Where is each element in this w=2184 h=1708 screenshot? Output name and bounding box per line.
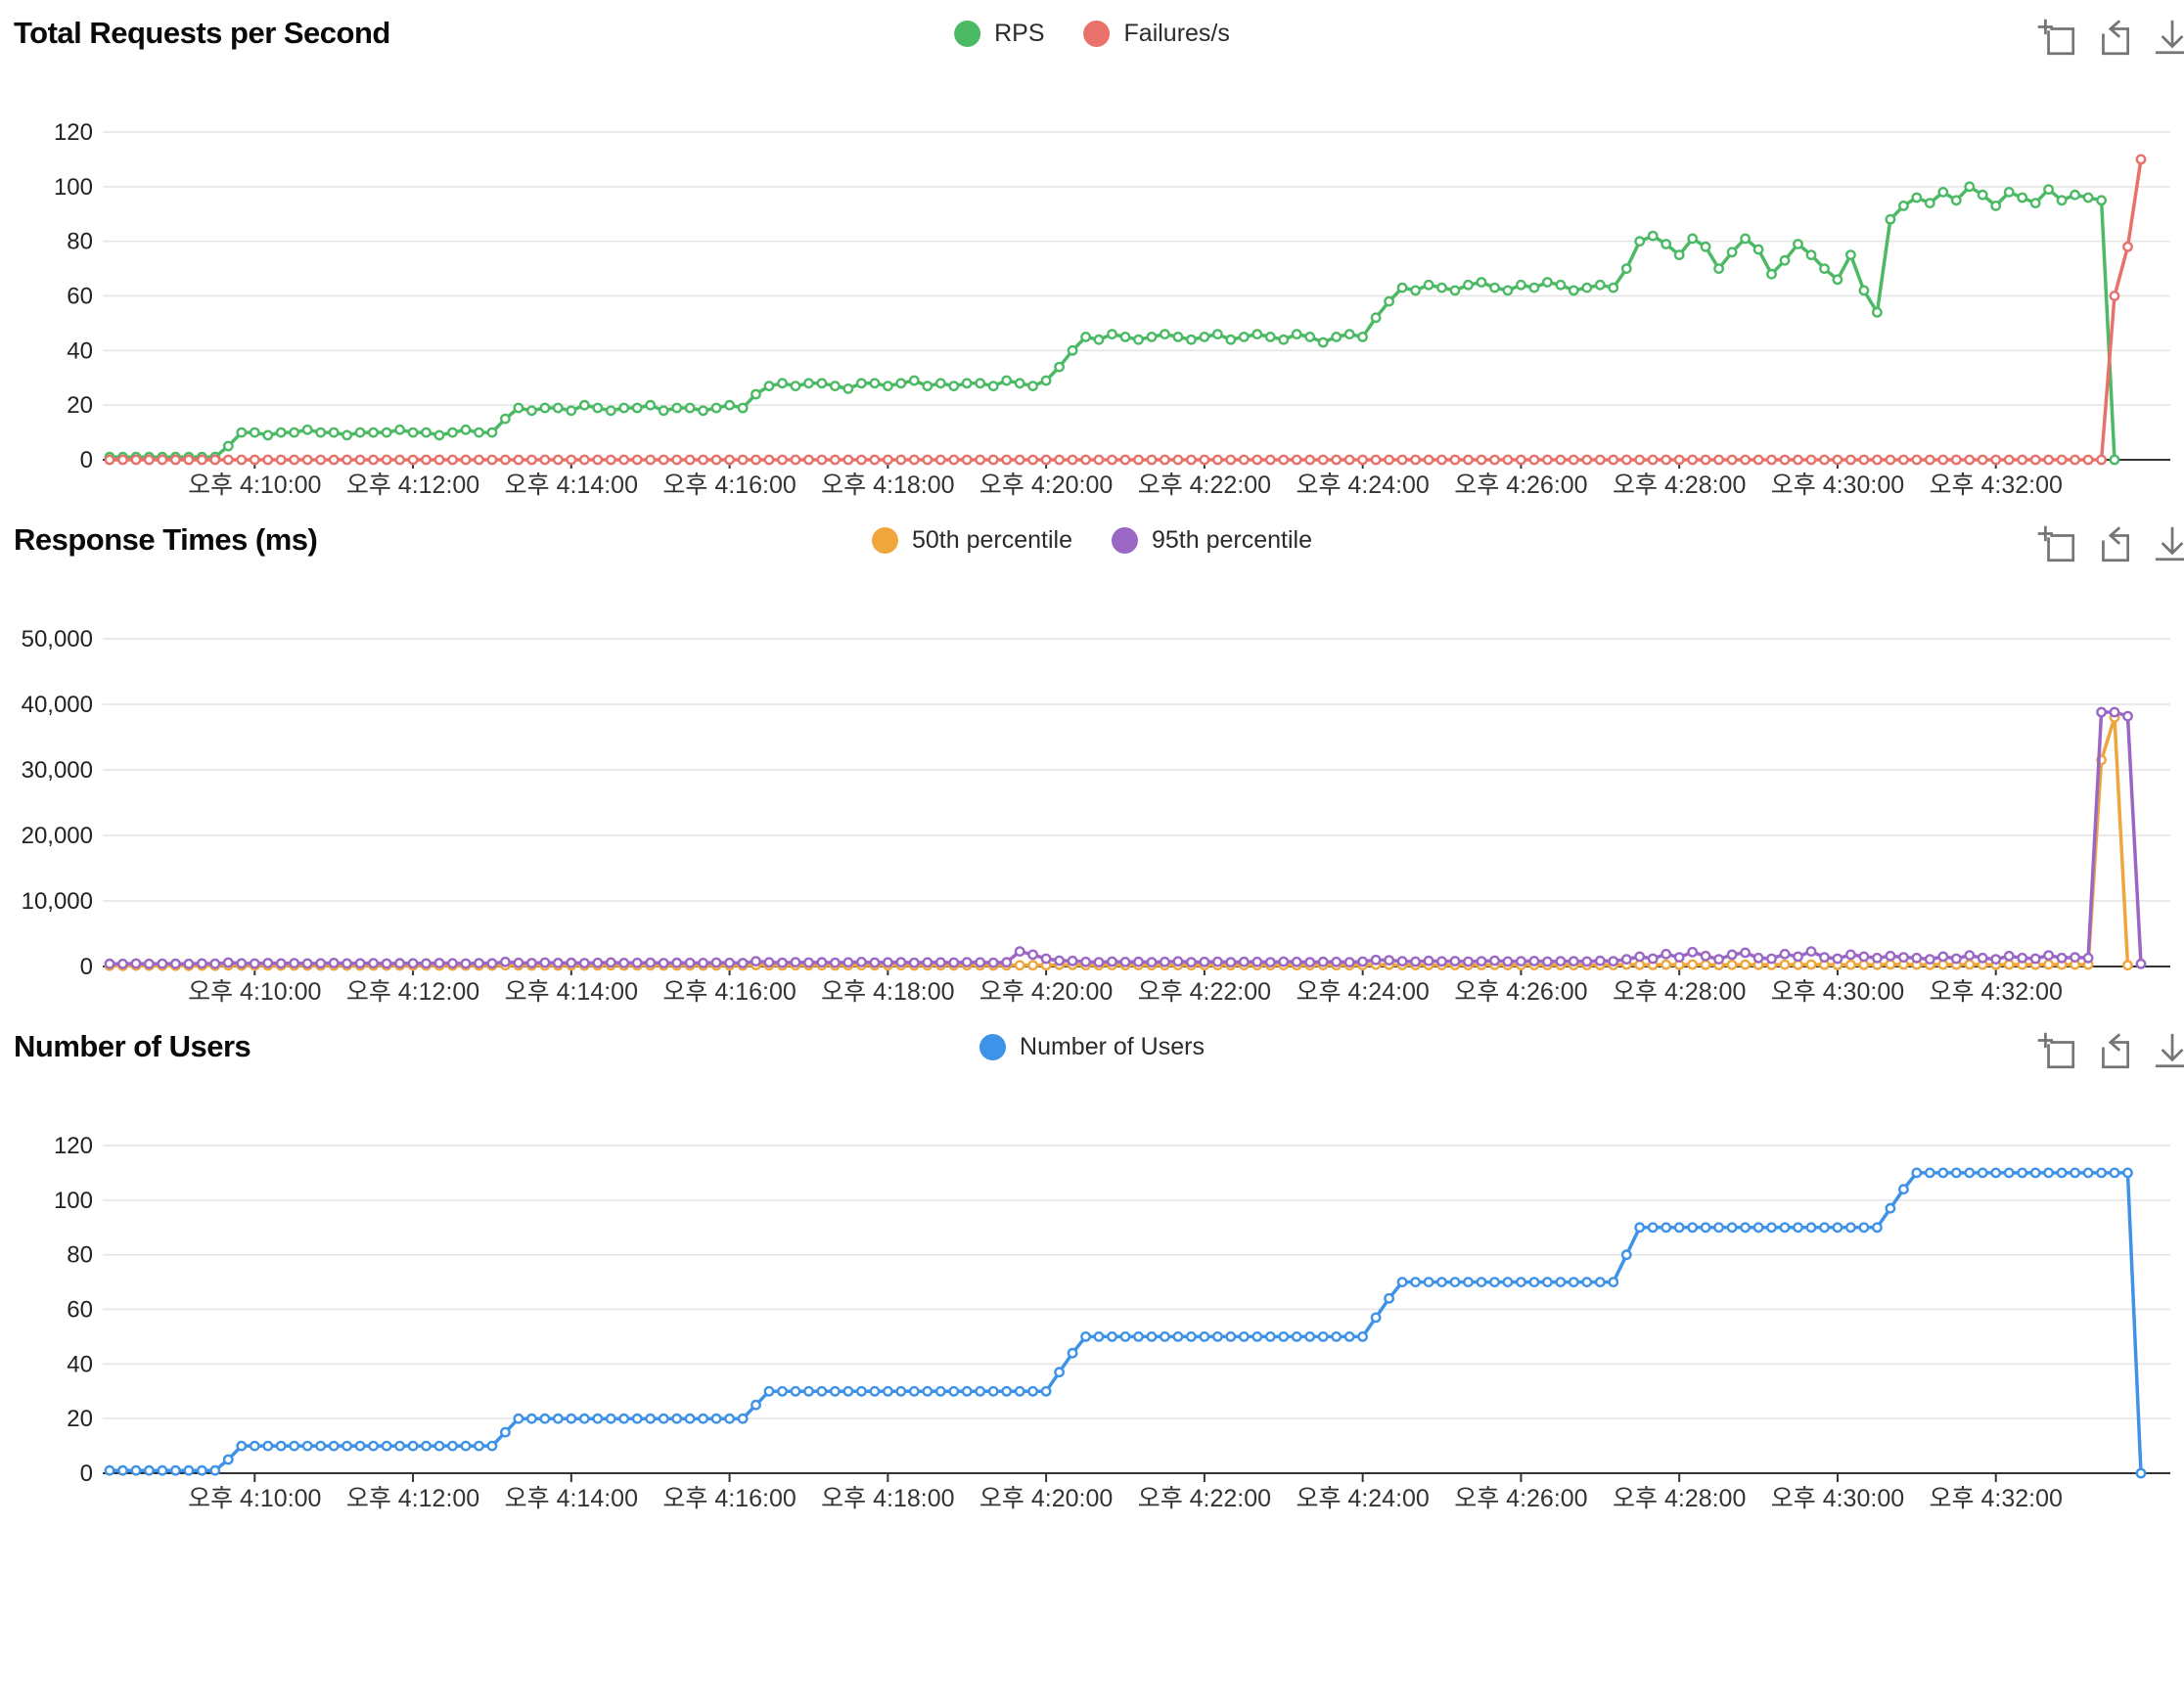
svg-text:오후 4:20:00: 오후 4:20:00 — [979, 1485, 1113, 1512]
svg-text:오후 4:28:00: 오후 4:28:00 — [1613, 472, 1746, 499]
legend-dot-number-of-users — [979, 1034, 1007, 1060]
svg-text:60: 60 — [67, 284, 93, 310]
chart-toolbox-number-of-users — [2037, 1031, 2184, 1072]
svg-text:40: 40 — [67, 337, 93, 364]
svg-text:오후 4:22:00: 오후 4:22:00 — [1138, 1485, 1271, 1512]
svg-text:오후 4:32:00: 오후 4:32:00 — [1930, 1485, 2063, 1512]
svg-text:80: 80 — [67, 1242, 93, 1269]
svg-text:오후 4:16:00: 오후 4:16:00 — [662, 978, 796, 1006]
svg-text:오후 4:18:00: 오후 4:18:00 — [821, 472, 954, 499]
restore-icon[interactable] — [2094, 524, 2135, 565]
legend-dot-failures-s — [1083, 21, 1111, 47]
legend-label-failures-s: Failures/s — [1123, 20, 1230, 47]
svg-text:오후 4:30:00: 오후 4:30:00 — [1771, 472, 1904, 499]
svg-text:0: 0 — [80, 1461, 93, 1487]
svg-text:오후 4:32:00: 오후 4:32:00 — [1930, 472, 2063, 499]
zoom-select-icon[interactable] — [2037, 1031, 2078, 1072]
chart-legend-response-times: 50th percentile 95th percentile — [871, 526, 1312, 555]
svg-text:오후 4:28:00: 오후 4:28:00 — [1613, 1485, 1746, 1512]
svg-text:오후 4:10:00: 오후 4:10:00 — [188, 978, 321, 1006]
chart-block-number-of-users: Number of Users Number of Users 0 20 40 60 8… — [0, 1013, 2184, 1520]
chart-header: Response Times (ms) 50th percentile 95th … — [0, 518, 2184, 573]
legend-item-95th-percentile[interactable]: 95th percentile — [1112, 526, 1312, 555]
svg-text:60: 60 — [67, 1297, 93, 1324]
response-times-chart-canvas[interactable]: 0 10,000 20,000 30,000 40,000 50,000 오후 4:10:0… — [0, 573, 2184, 1013]
svg-text:오후 4:26:00: 오후 4:26:00 — [1454, 978, 1587, 1006]
svg-text:오후 4:24:00: 오후 4:24:00 — [1296, 1485, 1429, 1512]
legend-item-rps[interactable]: RPS — [954, 20, 1045, 48]
save-image-icon[interactable] — [2151, 18, 2184, 59]
legend-dot-95th-percentile — [1112, 527, 1138, 554]
svg-text:오후 4:20:00: 오후 4:20:00 — [979, 472, 1113, 499]
svg-text:30,000: 30,000 — [22, 757, 93, 784]
chart-title-number-of-users: Number of Users — [14, 1029, 251, 1063]
chart-header: Total Requests per Second RPS Failures/s — [0, 12, 2184, 67]
legend-dot-50th-percentile — [871, 527, 898, 554]
svg-text:120: 120 — [54, 1133, 93, 1159]
svg-text:오후 4:10:00: 오후 4:10:00 — [188, 1485, 321, 1512]
svg-text:80: 80 — [67, 229, 93, 255]
svg-text:오후 4:14:00: 오후 4:14:00 — [505, 978, 638, 1006]
svg-text:20: 20 — [67, 392, 93, 419]
svg-text:0: 0 — [80, 954, 93, 980]
svg-text:10,000: 10,000 — [22, 888, 93, 915]
svg-text:오후 4:26:00: 오후 4:26:00 — [1454, 1485, 1587, 1512]
legend-label-95th-percentile: 95th percentile — [1152, 526, 1313, 554]
chart-block-total-rps: Total Requests per Second RPS Failures/s … — [0, 0, 2184, 507]
save-image-icon[interactable] — [2151, 1031, 2184, 1072]
svg-text:40,000: 40,000 — [22, 692, 93, 718]
zoom-select-icon[interactable] — [2037, 524, 2078, 565]
chart-toolbox-total-rps — [2037, 18, 2184, 59]
chart-block-response-times: Response Times (ms) 50th percentile 95th … — [0, 507, 2184, 1013]
svg-text:오후 4:16:00: 오후 4:16:00 — [662, 1485, 796, 1512]
legend-label-number-of-users: Number of Users — [1020, 1033, 1205, 1060]
legend-label-rps: RPS — [994, 20, 1045, 47]
svg-text:0: 0 — [80, 447, 93, 473]
zoom-select-icon[interactable] — [2037, 18, 2078, 59]
chart-title-total-rps: Total Requests per Second — [14, 16, 390, 50]
svg-text:오후 4:20:00: 오후 4:20:00 — [979, 978, 1113, 1006]
svg-text:오후 4:12:00: 오후 4:12:00 — [346, 1485, 479, 1512]
svg-text:120: 120 — [54, 119, 93, 146]
svg-text:오후 4:12:00: 오후 4:12:00 — [346, 472, 479, 499]
svg-text:40: 40 — [67, 1351, 93, 1377]
svg-text:100: 100 — [54, 1188, 93, 1214]
svg-text:오후 4:22:00: 오후 4:22:00 — [1138, 978, 1271, 1006]
legend-item-number-of-users[interactable]: Number of Users — [979, 1033, 1205, 1061]
save-image-icon[interactable] — [2151, 524, 2184, 565]
svg-text:오후 4:18:00: 오후 4:18:00 — [821, 978, 954, 1006]
svg-text:20: 20 — [67, 1406, 93, 1432]
chart-header: Number of Users Number of Users — [0, 1025, 2184, 1080]
legend-dot-rps — [954, 21, 981, 47]
chart-legend-number-of-users: Number of Users — [979, 1033, 1205, 1061]
svg-text:오후 4:16:00: 오후 4:16:00 — [662, 472, 796, 499]
svg-text:오후 4:10:00: 오후 4:10:00 — [188, 472, 321, 499]
svg-text:50,000: 50,000 — [22, 626, 93, 652]
svg-text:100: 100 — [54, 174, 93, 201]
number-of-users-chart-canvas[interactable]: 0 20 40 60 80 100 120 오후 4:10:00 오후 4:12:00 오후 4:… — [0, 1080, 2184, 1520]
legend-label-50th-percentile: 50th percentile — [911, 526, 1072, 554]
svg-text:오후 4:28:00: 오후 4:28:00 — [1613, 978, 1746, 1006]
svg-text:오후 4:26:00: 오후 4:26:00 — [1454, 472, 1587, 499]
chart-toolbox-response-times — [2037, 524, 2184, 565]
svg-text:오후 4:30:00: 오후 4:30:00 — [1771, 1485, 1904, 1512]
svg-text:오후 4:24:00: 오후 4:24:00 — [1296, 472, 1429, 499]
total-rps-chart-canvas[interactable]: 0 20 40 60 80 100 120 오후 4:10:00 오후 4:12:00 오후 4:… — [0, 67, 2184, 507]
svg-text:오후 4:30:00: 오후 4:30:00 — [1771, 978, 1904, 1006]
legend-item-failures-s[interactable]: Failures/s — [1083, 20, 1230, 48]
chart-legend-total-rps: RPS Failures/s — [954, 20, 1230, 48]
svg-text:오후 4:14:00: 오후 4:14:00 — [505, 1485, 638, 1512]
svg-text:오후 4:32:00: 오후 4:32:00 — [1930, 978, 2063, 1006]
svg-text:오후 4:22:00: 오후 4:22:00 — [1138, 472, 1271, 499]
svg-text:20,000: 20,000 — [22, 823, 93, 849]
legend-item-50th-percentile[interactable]: 50th percentile — [871, 526, 1072, 555]
svg-text:오후 4:14:00: 오후 4:14:00 — [505, 472, 638, 499]
svg-text:오후 4:12:00: 오후 4:12:00 — [346, 978, 479, 1006]
chart-title-response-times: Response Times (ms) — [14, 522, 318, 557]
restore-icon[interactable] — [2094, 18, 2135, 59]
svg-text:오후 4:24:00: 오후 4:24:00 — [1296, 978, 1429, 1006]
svg-text:오후 4:18:00: 오후 4:18:00 — [821, 1485, 954, 1512]
restore-icon[interactable] — [2094, 1031, 2135, 1072]
